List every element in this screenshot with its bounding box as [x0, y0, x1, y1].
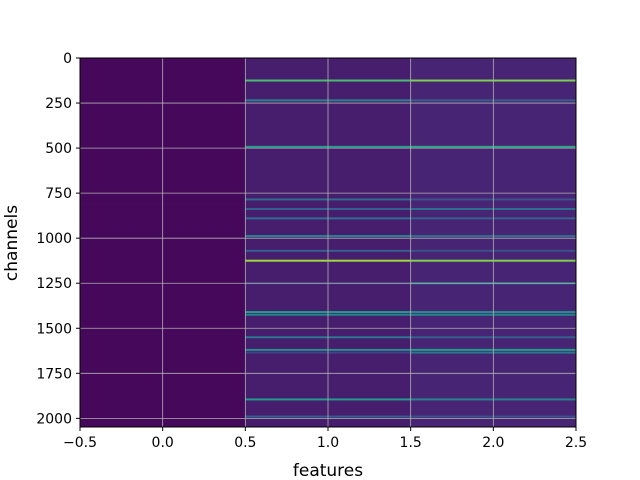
y-tick-label: 0	[63, 51, 72, 67]
x-tick-label: −0.5	[63, 435, 97, 451]
x-tick-label: 1.0	[317, 435, 339, 451]
x-axis-ticks: −0.5 0.0 0.5 1.0 1.5 2.0 2.5	[63, 427, 587, 451]
x-tick-label: 0.5	[234, 435, 256, 451]
y-axis-ticks: 0 250 500 750 1000 1250 1500 1750 2000	[36, 51, 80, 427]
y-axis-label: channels	[2, 205, 22, 281]
y-tick-label: 500	[45, 141, 72, 157]
y-tick-label: 1500	[36, 321, 72, 337]
y-tick-label: 1750	[36, 366, 72, 382]
x-tick-label: 1.5	[400, 435, 422, 451]
y-tick-label: 750	[45, 186, 72, 202]
y-tick-label: 250	[45, 96, 72, 112]
y-tick-label: 1000	[36, 231, 72, 247]
x-tick-label: 0.0	[152, 435, 174, 451]
y-tick-label: 2000	[36, 411, 72, 427]
x-axis-label: features	[293, 461, 363, 480]
y-tick-label: 1250	[36, 276, 72, 292]
x-tick-label: 2.0	[482, 435, 504, 451]
x-tick-label: 2.5	[565, 435, 587, 451]
